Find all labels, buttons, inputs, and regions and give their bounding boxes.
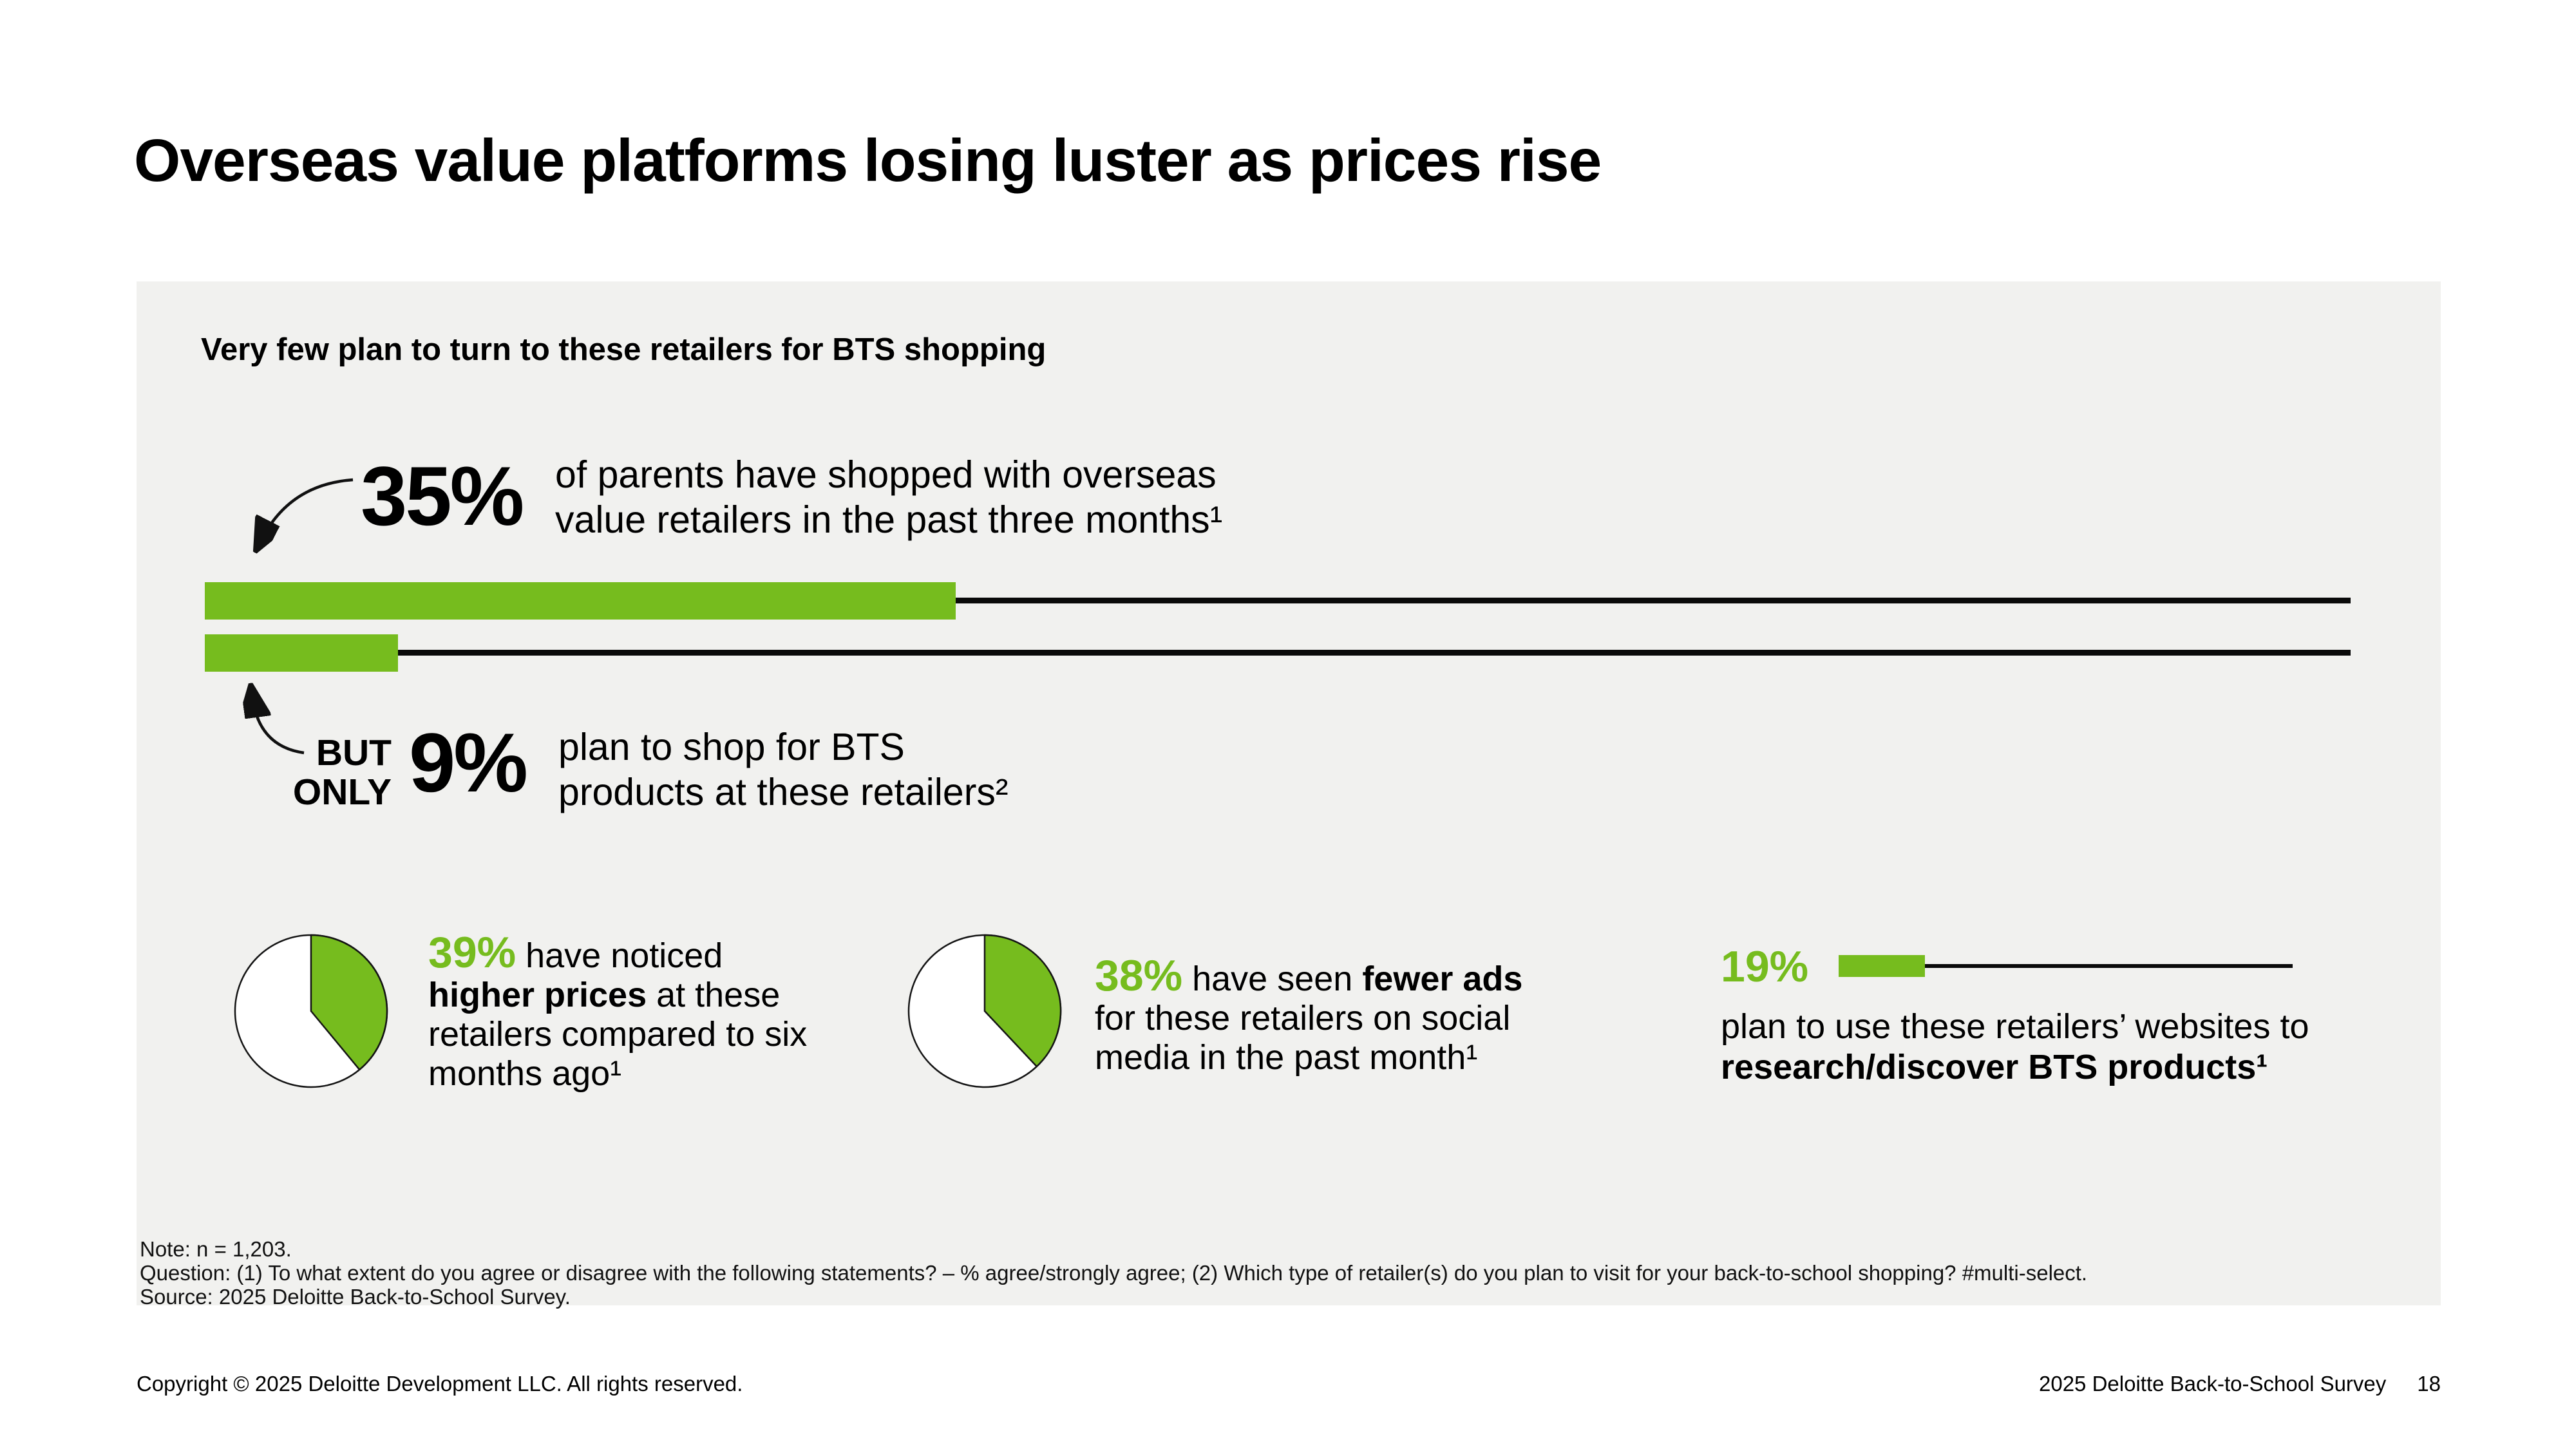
bar-9-fill — [205, 634, 398, 672]
stat-38-l3: media in the past month¹ — [1095, 1038, 1478, 1077]
arrow-curve — [252, 697, 305, 755]
only-label: ONLY — [292, 772, 392, 813]
stat-9-desc-line1: plan to shop for BTS — [558, 726, 905, 768]
bar-35-remainder-line — [956, 598, 2351, 603]
stat-39-l1: have noticed — [516, 936, 723, 975]
pie-38-slice — [983, 934, 1062, 1068]
stat-38-text: 38% have seen fewer ads for these retail… — [1095, 954, 1523, 1077]
bar-9-remainder-line — [397, 650, 2351, 656]
stat-39-l2: at these — [647, 976, 781, 1014]
stat-39-l2-bold: higher prices — [428, 976, 647, 1014]
stat-19-block: 19% plan to use these retailers’ website… — [1721, 942, 2448, 1156]
stat-19-text: plan to use these retailers’ websites to… — [1721, 1007, 2309, 1088]
stat-38-value: 38% — [1095, 951, 1183, 1000]
page-title: Overseas value platforms losing luster a… — [134, 127, 1602, 194]
but-only-label: BUT ONLY — [233, 734, 392, 812]
note-sample-size: Note: n = 1,203. — [140, 1237, 292, 1261]
stat-39-l4: months ago¹ — [428, 1054, 622, 1093]
stat-19-l1: plan to use these retailers’ websites to — [1721, 1007, 2309, 1046]
panel-subtitle: Very few plan to turn to these retailers… — [201, 332, 1046, 367]
pie-39-slice — [310, 934, 388, 1071]
stat-19-l2-bold: research/discover BTS products¹ — [1721, 1048, 2268, 1086]
bar-19-remainder-line — [1924, 964, 2293, 968]
copyright-text: Copyright © 2025 Deloitte Development LL… — [137, 1372, 743, 1396]
stat-9-desc-line2: products at these retailers² — [558, 771, 1009, 813]
curved-arrow-down-icon — [238, 478, 354, 573]
arrow-curve — [261, 478, 354, 540]
stat-38-l1: have seen — [1182, 960, 1363, 998]
stat-39-value: 39% — [428, 928, 516, 977]
pie-chart-39 — [234, 934, 388, 1088]
footnotes: Note: n = 1,203. Question: (1) To what e… — [140, 1237, 2087, 1309]
stat-38-l1-bold: fewer ads — [1362, 960, 1523, 998]
stat-19-value: 19% — [1721, 942, 1809, 991]
curved-arrow-up-icon — [227, 676, 305, 755]
stat-35-value: 35% — [361, 449, 524, 543]
but-label: BUT — [316, 732, 392, 773]
stat-39-text: 39% have noticed higher prices at these … — [428, 931, 808, 1094]
chart-panel: Very few plan to turn to these retailers… — [137, 281, 2441, 1309]
footer-right: 2025 Deloitte Back-to-School Survey 18 — [2039, 1372, 2441, 1396]
stat-35-description: of parents have shopped with overseas va… — [555, 452, 1222, 542]
note-question: Question: (1) To what extent do you agre… — [140, 1261, 2088, 1285]
bar-19-fill — [1839, 955, 1925, 977]
pie-chart-38 — [907, 934, 1062, 1088]
bar-35-fill — [205, 582, 956, 620]
page-number: 18 — [2417, 1372, 2441, 1396]
stat-35-desc-line2: value retailers in the past three months… — [555, 498, 1223, 541]
note-source: Source: 2025 Deloitte Back-to-School Sur… — [140, 1285, 571, 1309]
bar-shopped-overseas — [205, 582, 2351, 620]
stat-35-desc-line1: of parents have shopped with overseas — [555, 453, 1217, 496]
footer-survey-label: 2025 Deloitte Back-to-School Survey — [2039, 1372, 2387, 1396]
stat-9-description: plan to shop for BTS products at these r… — [558, 724, 1009, 815]
bar-websites-19 — [1839, 955, 2293, 977]
stat-38-l2: for these retailers on social — [1095, 999, 1511, 1037]
stat-9-value: 9% — [409, 715, 528, 810]
stat-39-l3: retailers compared to six — [428, 1015, 808, 1054]
bar-plan-to-shop — [205, 634, 2351, 672]
